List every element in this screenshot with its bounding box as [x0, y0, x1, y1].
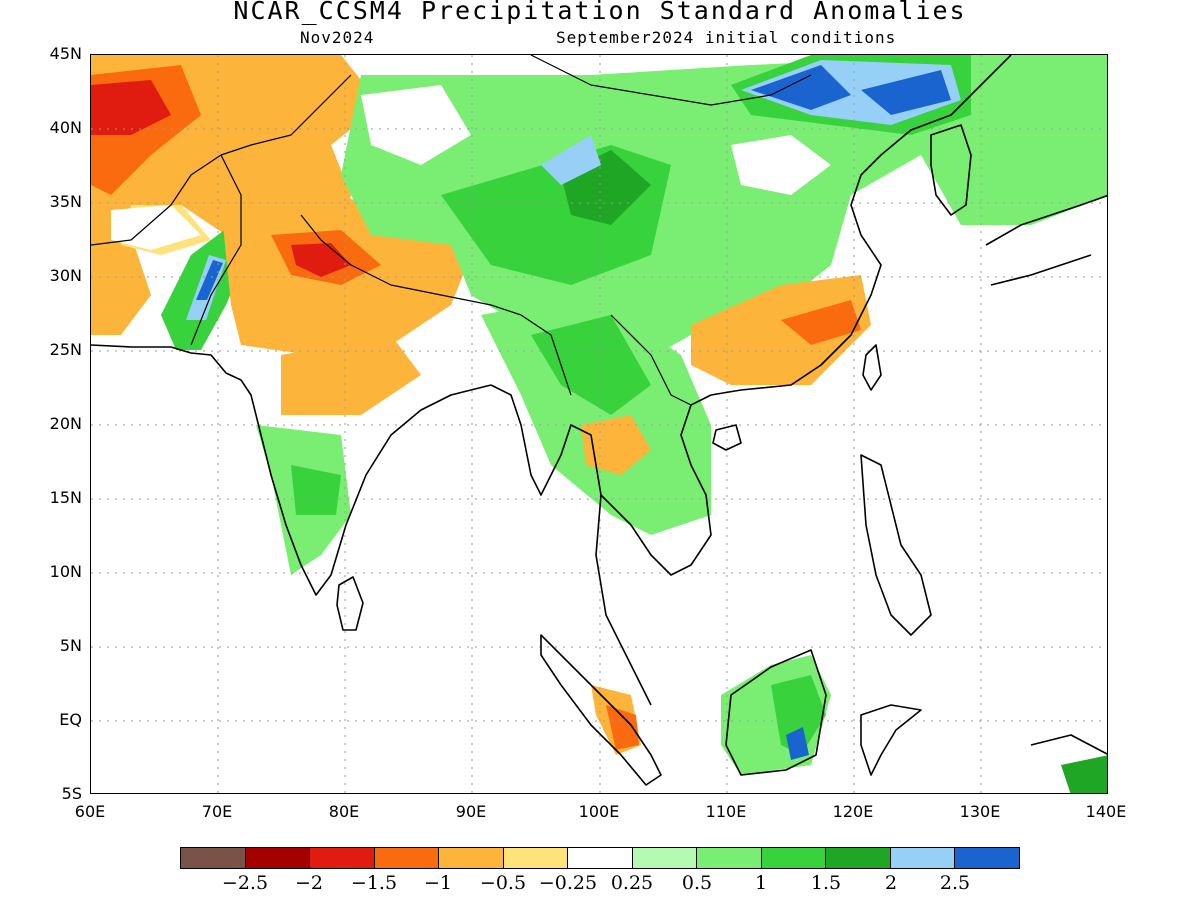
legend-label: 2.5: [939, 872, 971, 894]
legend-swatch: [697, 848, 762, 868]
lat-label-30n: 30N: [49, 266, 82, 285]
legend-label: 0.5: [681, 872, 713, 894]
legend-swatch: [568, 848, 633, 868]
lon-label-120e: 120E: [832, 802, 874, 821]
lon-label-70e: 70E: [201, 802, 233, 821]
lat-label-15n: 15N: [49, 488, 82, 507]
anomaly-region-borneo-wet-core: [771, 675, 826, 755]
lat-label-20n: 20N: [49, 414, 82, 433]
anomaly-region-mainland-sea-wet: [481, 295, 711, 535]
lon-label-100e: 100E: [578, 802, 620, 821]
coastlines: [91, 55, 1107, 786]
anomaly-region-peninsula-wet-core: [291, 465, 341, 515]
lat-label-45n: 45N: [49, 44, 82, 63]
lat-label-25n: 25N: [49, 340, 82, 359]
anomaly-region-southchina-dry-core: [781, 300, 861, 345]
legend-swatch: [181, 848, 246, 868]
anomaly-region-southchina-dry: [691, 275, 871, 385]
legend-swatch: [890, 848, 956, 868]
legend-swatch: [761, 848, 827, 868]
init-conditions: September2024 initial conditions: [556, 28, 897, 47]
color-legend: [180, 847, 1020, 869]
legend-swatch: [826, 848, 891, 868]
graticule: [91, 55, 1107, 793]
legend-swatch: [503, 848, 569, 868]
legend-swatch: [955, 848, 1019, 868]
lat-label-5n: 5N: [59, 636, 82, 655]
legend-swatch: [374, 848, 440, 868]
legend-swatch: [439, 848, 504, 868]
anomaly-region-mainland-sea-wet-core: [531, 315, 651, 415]
lon-label-130e: 130E: [959, 802, 1001, 821]
legend-swatch: [310, 848, 375, 868]
anomaly-region-west-strong: [91, 80, 171, 135]
anomaly-map: [91, 55, 1107, 793]
legend-label: −1.5: [350, 872, 398, 894]
anomaly-shading: [91, 55, 1107, 793]
lon-label-80e: 80E: [328, 802, 360, 821]
anomaly-region-china-neutral: [731, 135, 831, 195]
lon-label-60e: 60E: [74, 802, 106, 821]
anomaly-region-himalaya-dry-peak: [291, 243, 351, 277]
anomaly-region-china-neutral-2: [361, 85, 471, 165]
anomaly-region-india-dry: [281, 335, 421, 415]
map-title: NCAR_CCSM4 Precipitation Standard Anomal…: [233, 0, 967, 25]
anomaly-region-china-very-wet: [541, 135, 601, 185]
anomaly-region-thailand-dry: [581, 415, 651, 475]
anomaly-region-sumatra-dry-core: [606, 705, 639, 750]
lon-label-110e: 110E: [705, 802, 747, 821]
lat-label-eq: EQ: [59, 710, 82, 729]
legend-label: −1: [423, 872, 452, 894]
lon-label-90e: 90E: [455, 802, 487, 821]
lat-label-35n: 35N: [49, 192, 82, 211]
lat-label-10n: 10N: [49, 562, 82, 581]
lat-label-40n: 40N: [49, 118, 82, 137]
anomaly-region-china-wet: [341, 55, 1107, 385]
lat-label-5s: 5S: [61, 784, 82, 803]
legend-label: −2: [294, 872, 323, 894]
legend-label: 1.5: [810, 872, 842, 894]
anomaly-region-indus-wet-peak: [196, 260, 223, 300]
anomaly-region-west-neutral: [111, 205, 201, 250]
legend-label: 1: [754, 872, 768, 894]
legend-label: −0.25: [538, 872, 598, 894]
legend-swatch: [632, 848, 698, 868]
map-plot-area: [90, 54, 1108, 794]
anomaly-region-northeast-peak: [751, 65, 951, 115]
legend-label: −0.5: [479, 872, 527, 894]
forecast-month: Nov2024: [300, 28, 375, 47]
lon-label-140e: 140E: [1085, 802, 1127, 821]
anomaly-region-borneo-peak: [786, 727, 809, 760]
legend-swatch: [245, 848, 311, 868]
legend-label: 2: [884, 872, 898, 894]
legend-label: 0.25: [610, 872, 654, 894]
legend-label: −2.5: [221, 872, 269, 894]
anomaly-region-new-guinea-wet: [1061, 755, 1107, 793]
